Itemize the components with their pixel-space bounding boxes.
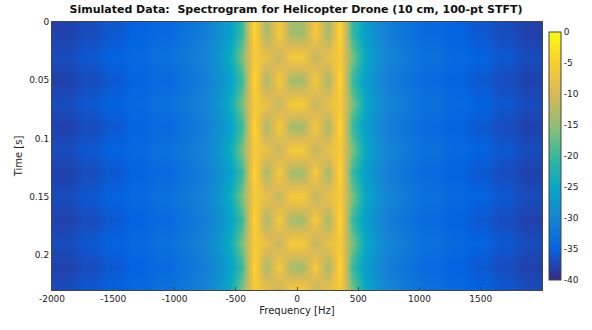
svg-text:-30: -30 <box>564 213 579 223</box>
svg-text:-25: -25 <box>564 182 579 192</box>
svg-text:Time [s]: Time [s] <box>13 136 24 178</box>
svg-text:1000: 1000 <box>408 294 431 304</box>
svg-text:500: 500 <box>350 294 367 304</box>
svg-text:-2000: -2000 <box>39 294 65 304</box>
svg-text:-10: -10 <box>564 89 579 99</box>
svg-text:0.15: 0.15 <box>29 192 49 202</box>
svg-text:1500: 1500 <box>469 294 492 304</box>
svg-text:0: 0 <box>294 294 300 304</box>
svg-text:-500: -500 <box>226 294 247 304</box>
svg-text:-1500: -1500 <box>100 294 126 304</box>
svg-text:0: 0 <box>43 17 49 27</box>
svg-text:-15: -15 <box>564 120 579 130</box>
svg-text:0: 0 <box>564 27 570 37</box>
svg-text:Frequency [Hz]: Frequency [Hz] <box>259 305 335 316</box>
svg-text:Simulated Data: Spectrogram f: Simulated Data: Spectrogram for Helicopt… <box>69 3 522 16</box>
svg-text:0.2: 0.2 <box>35 250 49 260</box>
svg-text:0.1: 0.1 <box>35 134 49 144</box>
svg-text:-20: -20 <box>564 151 579 161</box>
svg-text:-40: -40 <box>564 275 579 285</box>
svg-text:-5: -5 <box>564 58 573 68</box>
svg-text:-1000: -1000 <box>161 294 187 304</box>
svg-text:-35: -35 <box>564 244 579 254</box>
svg-text:0.05: 0.05 <box>29 75 49 85</box>
